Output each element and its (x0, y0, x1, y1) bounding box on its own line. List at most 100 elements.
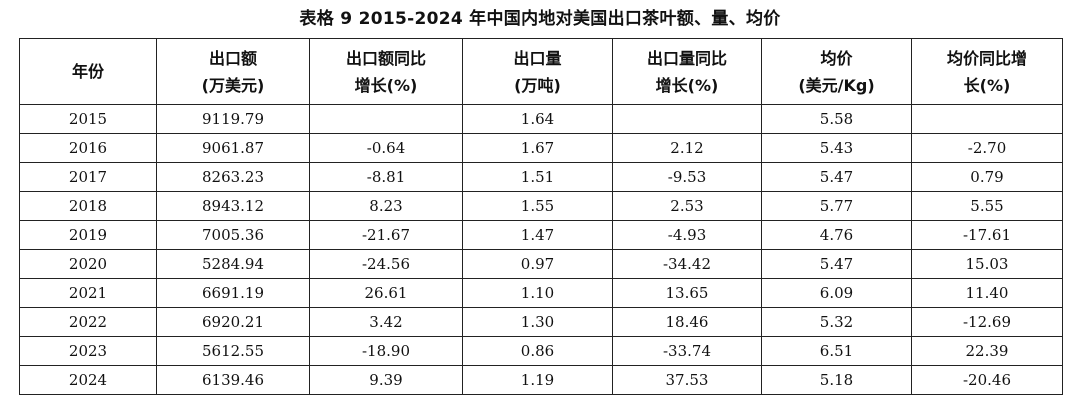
column-header: 出口量 (万吨) (462, 38, 613, 105)
table-cell: 2022 (19, 307, 157, 337)
table-cell: 6.51 (761, 336, 912, 366)
table-cell: 26.61 (309, 278, 463, 308)
table-cell: -8.81 (309, 162, 463, 192)
table-cell: 2.12 (612, 133, 762, 163)
table-cell: 2017 (19, 162, 157, 192)
table-row: 2018 8943.12 8.23 1.55 2.53 5.77 5.55 (19, 191, 1063, 221)
table-cell: 6.09 (761, 278, 912, 308)
table-cell: 4.76 (761, 220, 912, 250)
column-header: 均价同比增长(%) (911, 38, 1063, 105)
column-header: 出口额 (万美元) (156, 38, 310, 105)
table-cell: 37.53 (612, 365, 762, 395)
table-cell: 5.47 (761, 162, 912, 192)
column-header-line: (美元/Kg) (798, 75, 875, 95)
table-cell: 6691.19 (156, 278, 310, 308)
table-cell: 5612.55 (156, 336, 310, 366)
table-cell: 9061.87 (156, 133, 310, 163)
table-row: 2019 7005.36 -21.67 1.47 -4.93 4.76 -17.61 (19, 220, 1063, 250)
table-cell: 2019 (19, 220, 157, 250)
column-header-line: 均价 (820, 48, 853, 68)
table-cell: -0.64 (309, 133, 463, 163)
table-cell: 2018 (19, 191, 157, 221)
table-cell: 5.77 (761, 191, 912, 221)
table-cell: 0.97 (462, 249, 613, 279)
table-cell: 13.65 (612, 278, 762, 308)
table-cell: 1.51 (462, 162, 613, 192)
table-cell: 8943.12 (156, 191, 310, 221)
table-cell: 6920.21 (156, 307, 310, 337)
table-cell: 3.42 (309, 307, 463, 337)
table-row: 2021 6691.19 26.61 1.10 13.65 6.09 11.40 (19, 278, 1063, 308)
table-cell: 15.03 (911, 249, 1063, 279)
table-cell: 5.18 (761, 365, 912, 395)
table-cell: 5.58 (761, 104, 912, 134)
table-cell: 5284.94 (156, 249, 310, 279)
table-cell: -21.67 (309, 220, 463, 250)
table-cell: 2023 (19, 336, 157, 366)
column-header-line: 增长(%) (655, 75, 719, 95)
table-cell: 5.32 (761, 307, 912, 337)
table-cell (309, 104, 463, 134)
column-header-line: 增长(%) (354, 75, 418, 95)
table-cell: -20.46 (911, 365, 1063, 395)
table-cell: -4.93 (612, 220, 762, 250)
table-cell: 0.79 (911, 162, 1063, 192)
table-cell: 1.30 (462, 307, 613, 337)
table-cell: -33.74 (612, 336, 762, 366)
table-cell: 2016 (19, 133, 157, 163)
table-cell: 18.46 (612, 307, 762, 337)
table-cell: -24.56 (309, 249, 463, 279)
table-cell: 2021 (19, 278, 157, 308)
table-body: 2015 9119.79 1.64 5.58 2016 9061.87 -0.64 1.67 2… (19, 104, 1063, 395)
table-cell: -12.69 (911, 307, 1063, 337)
table-cell: 9.39 (309, 365, 463, 395)
column-header-line: 均价同比增 (946, 48, 1027, 68)
table-cell (612, 104, 762, 134)
table-cell: 6139.46 (156, 365, 310, 395)
column-header-line: (万美元) (201, 75, 265, 95)
table-cell: 5.47 (761, 249, 912, 279)
table-cell: 7005.36 (156, 220, 310, 250)
table-row: 2017 8263.23 -8.81 1.51 -9.53 5.47 0.79 (19, 162, 1063, 192)
column-header: 出口量同比增长(%) (612, 38, 762, 105)
table-cell: -2.70 (911, 133, 1063, 163)
table-row: 2016 9061.87 -0.64 1.67 2.12 5.43 -2.70 (19, 133, 1063, 163)
table-row: 2022 6920.21 3.42 1.30 18.46 5.32 -12.69 (19, 307, 1063, 337)
table-row: 2015 9119.79 1.64 5.58 (19, 104, 1063, 134)
table-caption: 表格 9 2015-2024 年中国内地对美国出口茶叶额、量、均价 (299, 9, 781, 29)
table-cell: 11.40 (911, 278, 1063, 308)
table-cell (911, 104, 1063, 134)
column-header-line: 长(%) (963, 75, 1011, 95)
table-cell: 1.67 (462, 133, 613, 163)
table-cell: 8.23 (309, 191, 463, 221)
header-row: 年份 出口额 (万美元) 出口额同比 增长(%) 出口量 (万吨) 出口量同比 增长(%) 均价 (… (19, 38, 1063, 105)
table-cell: -18.90 (309, 336, 463, 366)
table-cell: 1.10 (462, 278, 613, 308)
table-cell: 2.53 (612, 191, 762, 221)
column-header-line: 出口量 (513, 48, 562, 68)
table-cell: 1.19 (462, 365, 613, 395)
table-cell: -34.42 (612, 249, 762, 279)
tea-export-table: 年份 出口额 (万美元) 出口额同比 增长(%) 出口量 (万吨) 出口量同比 增长(%) 均价 (… (19, 38, 1063, 395)
table-cell: 5.43 (761, 133, 912, 163)
table-cell: 1.55 (462, 191, 613, 221)
table-row: 2023 5612.55 -18.90 0.86 -33.74 6.51 22.39 (19, 336, 1063, 366)
column-header-line: 年份 (71, 62, 104, 81)
table-row: 2024 6139.46 9.39 1.19 37.53 5.18 -20.46 (19, 365, 1063, 395)
table-cell: 5.55 (911, 191, 1063, 221)
table-cell: 1.47 (462, 220, 613, 250)
column-header-line: 出口额 (208, 48, 257, 68)
table-cell: 22.39 (911, 336, 1063, 366)
table-row: 2020 5284.94 -24.56 0.97 -34.42 5.47 15.03 (19, 249, 1063, 279)
column-header: 年份 (19, 38, 157, 105)
column-header: 出口额同比增长(%) (309, 38, 463, 105)
column-header-line: 出口量同比 (646, 48, 727, 68)
table-cell: 9119.79 (156, 104, 310, 134)
table-cell: -17.61 (911, 220, 1063, 250)
column-header-line: 出口额同比 (345, 48, 426, 68)
column-header: 均价 (美元/Kg) (761, 38, 912, 105)
table-cell: 1.64 (462, 104, 613, 134)
table-cell: -9.53 (612, 162, 762, 192)
table-cell: 8263.23 (156, 162, 310, 192)
table-cell: 2024 (19, 365, 157, 395)
